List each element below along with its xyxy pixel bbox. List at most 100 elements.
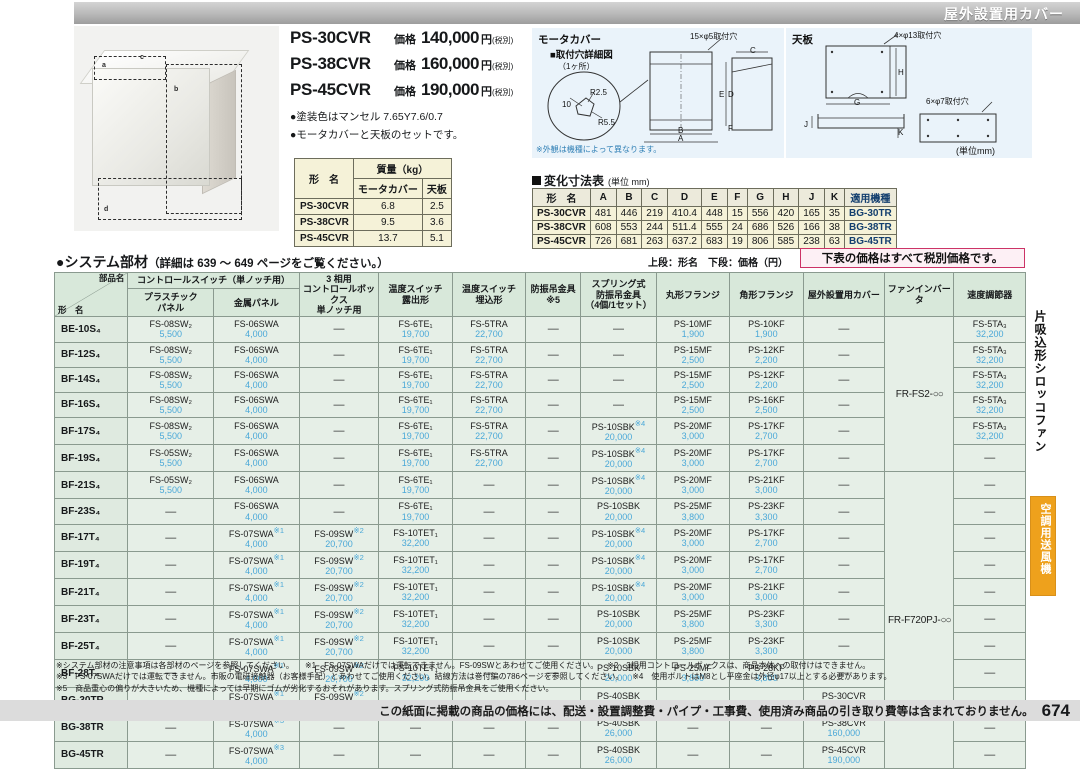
- footnote-line-3: ※5 商品重心の偏りが大きいため、機種によっては早期にゴムが劣化するおそれがあり…: [56, 683, 1016, 694]
- dimension-table: 形 名 A B C D E F G H J K 適用機種 PS-30CVR 481 446 219 410.4 4…: [532, 188, 897, 249]
- dim-label-B: B: [678, 126, 684, 135]
- footnote-2: ※2 3相用コントロールボックスは、商品本体への取付けはできません。: [607, 661, 871, 670]
- cell-cover: ―: [802, 550, 886, 579]
- table-row: BF-21S₄ FS-05SW₂ 5,500 FS-06SWA 4,000 ― FS-6TE…: [53, 471, 1026, 769]
- dim-model: PS-30CVR: [532, 206, 591, 221]
- photo-label-a: a: [102, 62, 106, 69]
- weight-col-motor: モータカバー: [352, 178, 423, 199]
- cell-round: PS-10MF 1,900: [655, 316, 731, 343]
- row-model: BF-17T₄: [53, 523, 129, 552]
- cell-cover: ―: [802, 366, 886, 393]
- cell-plastic: FS-05SW₂ 5,500: [127, 444, 215, 473]
- cell-plastic: ―: [127, 498, 215, 525]
- side-tab-highlight[interactable]: 空調用送風機: [1030, 496, 1056, 596]
- dim-value-H: 420: [772, 206, 800, 221]
- header-control-switch: コントロールスイッチ（単ノッチ用）: [127, 272, 300, 289]
- dim-header-5: E: [701, 188, 728, 207]
- row-model: BF-17S₄: [53, 416, 129, 446]
- row-model: BF-25T₄: [53, 632, 129, 661]
- cell-temp_emb: FS-5TRA 22,700: [451, 444, 527, 473]
- cell-round: PS-20MF 3,000: [655, 577, 731, 607]
- cell-vibr: ―: [525, 632, 582, 661]
- price-label: 価格: [394, 86, 416, 98]
- tax-label: (税別): [491, 88, 514, 97]
- cell-square: PS-17KF 2,700: [729, 444, 804, 473]
- dim-value-B: 553: [615, 220, 643, 235]
- price-value: 160,000: [421, 54, 479, 73]
- dim-header-10: K: [823, 188, 846, 207]
- top-plate-hole-label-2: 6×φ7取付穴: [926, 97, 969, 106]
- cell-temp_emb: ―: [451, 498, 527, 525]
- cell-ctrlbox: ―: [298, 341, 380, 368]
- weight-model: PS-30CVR: [294, 198, 354, 215]
- cell-vibr: ―: [525, 366, 582, 393]
- dim-value-J: 166: [798, 220, 825, 235]
- cell-spring: PS-10SBK 20,000: [580, 498, 657, 525]
- corner-model-label: 形 名: [58, 304, 84, 315]
- cell-speed: ―: [953, 577, 1026, 607]
- cell-spring: PS-10SBK※4 20,000: [580, 577, 657, 607]
- table-row: BF-25T₄ ― FS-07SWA※1 4,000 FS-09SW※2 20,700 FS…: [53, 632, 1026, 661]
- cell-speed: ―: [953, 444, 1026, 473]
- price-list: PS-30CVR 価格 140,000 円 (税別) PS-38CVR 価格 1…: [290, 28, 530, 143]
- cell-spring: PS-10SBK 20,000: [580, 632, 657, 661]
- dim-label-D: D: [728, 90, 734, 99]
- cell-spring: PS-10SBK※4 20,000: [580, 444, 657, 473]
- dim-value-K: 63: [823, 234, 846, 249]
- cell-ctrlbox: ―: [298, 740, 380, 769]
- cell-temp_emb: ―: [451, 740, 527, 769]
- dim-header-0: 形 名: [532, 188, 591, 207]
- product-header-section: 屋外設置用カバー a b c d PS-30CVR 価格 140,000 円 (…: [0, 0, 1080, 249]
- table-row: PS-38CVR 608 553 244 511.4 555 24 686 526 166 38 BG…: [532, 220, 897, 235]
- cell-round: PS-25MF 3,800: [655, 498, 731, 525]
- cell-vibr: ―: [525, 444, 582, 473]
- top-plate-hole-label-1: 4×φ13取付穴: [894, 31, 942, 40]
- photo-ghost-outline-3: [98, 178, 242, 220]
- cell-ctrlbox: ―: [298, 471, 380, 500]
- system-parts-title: ●システム部材（詳細は 639 ～ 649 ページをご覧ください。）: [56, 252, 389, 272]
- page-number: 674: [1041, 700, 1070, 720]
- cell-speed: ―: [953, 523, 1026, 552]
- photo-front-face: [92, 68, 210, 186]
- cell-plastic: FS-08SW₂ 5,500: [127, 366, 215, 393]
- cell-spring: ―: [580, 391, 657, 419]
- cell-spring: PS-10SBK※4 20,000: [580, 523, 657, 552]
- cell-vibr: ―: [525, 341, 582, 368]
- cell-spring: PS-10SBK※4 20,000: [580, 416, 657, 446]
- side-tab-group: 片吸込形シロッコファン 空調用送風機: [1028, 268, 1058, 668]
- tax-notice-box: 下表の価格はすべて税別価格です。: [800, 248, 1025, 268]
- table-row: PS-30CVR 6.8 2.5: [294, 198, 452, 215]
- header-10: 速度調節器: [953, 271, 1026, 318]
- dim-label-H: H: [898, 68, 904, 77]
- cell-round: PS-15MF 2,500: [655, 391, 731, 419]
- cell-temp_exp: FS-10TET₁ 32,200: [378, 659, 453, 688]
- cell-speed: ―: [953, 498, 1026, 525]
- cell-temp_exp: FS-10TET₁ 32,200: [378, 550, 453, 579]
- detail-dim-r55: R5.5: [598, 118, 615, 127]
- cell-ctrlbox: ―: [298, 316, 380, 343]
- dim-applied-model: BG-38TR: [844, 220, 897, 235]
- cell-metal: FS-06SWA 4,000: [213, 316, 300, 343]
- dim-unit: (単位 mm): [608, 177, 650, 187]
- cell-plastic: FS-05SW₂ 5,500: [127, 471, 215, 500]
- cell-speed: FS-5TA₃ 32,200: [953, 341, 1026, 368]
- yen-label: 円: [480, 34, 492, 46]
- dim-header-2: B: [615, 188, 643, 207]
- cell-round: PS-25MF 3,800: [655, 605, 731, 634]
- cell-ctrlbox: ―: [298, 416, 380, 446]
- cell-square: PS-23KF 3,300: [729, 632, 804, 661]
- cell-metal: FS-06SWA 4,000: [213, 416, 300, 446]
- cell-square: PS-21KF 3,000: [729, 471, 804, 500]
- price-row: PS-38CVR 価格 160,000 円 (税別): [290, 54, 530, 74]
- header-1: 3 相用 コントロールボックス 単ノッチ用: [298, 271, 380, 318]
- cell-plastic: FS-08SW₂ 5,500: [127, 416, 215, 446]
- cell-round: PS-25MF 3,800: [655, 632, 731, 661]
- mounting-hole-count: （1ヶ所）: [558, 62, 595, 71]
- cell-round: PS-20MF 3,000: [655, 550, 731, 579]
- dim-header-9: J: [798, 188, 825, 207]
- cell-square: PS-17KF 2,700: [729, 416, 804, 446]
